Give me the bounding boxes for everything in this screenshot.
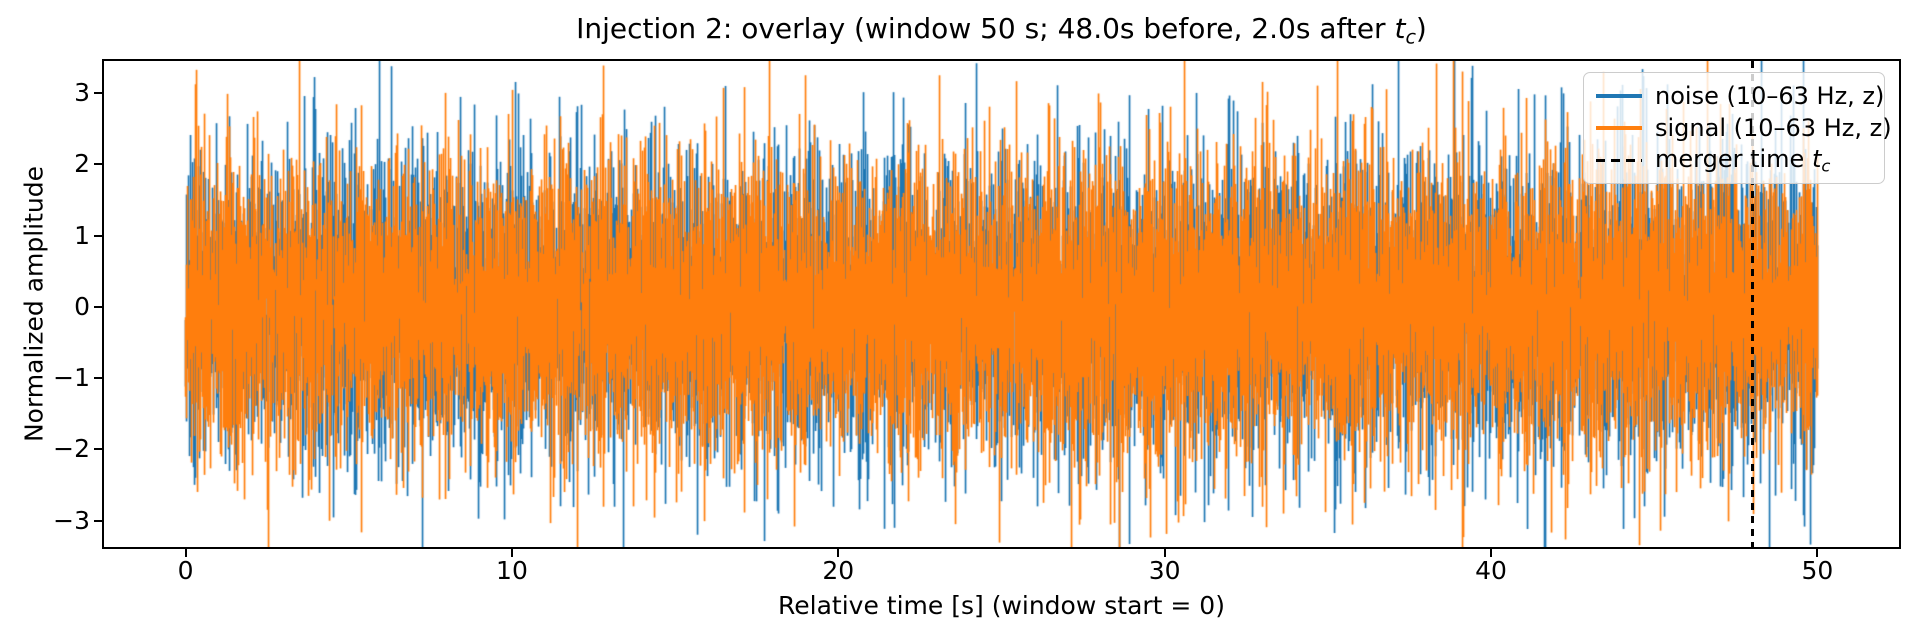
y-tick-mark [94, 377, 102, 380]
x-tick-mark [184, 549, 187, 557]
x-tick-mark [510, 549, 513, 557]
plot-area: 0 10 20 30 40 50 3 2 1 0 −1 −2 −3 noise (10–63 Hz, z… [53, 59, 1901, 585]
legend-label: merger time tc [1655, 144, 1831, 176]
y-tick-mark [94, 305, 102, 308]
legend-label: signal (10–63 Hz, z) [1655, 114, 1892, 142]
legend-item-1: signal (10–63 Hz, z) [1596, 112, 1892, 144]
plot-title-suffix: ) [1415, 12, 1427, 45]
y-tick-label: −3 [53, 505, 90, 535]
plot-title-math-var: t [1394, 12, 1406, 45]
y-tick-label: 2 [74, 149, 90, 179]
legend-label: noise (10–63 Hz, z) [1655, 82, 1885, 110]
x-tick-label: 20 [822, 556, 855, 585]
y-tick-mark [94, 234, 102, 237]
legend-line-sample [1596, 126, 1642, 130]
legend: noise (10–63 Hz, z) signal (10–63 Hz, z) m… [1583, 72, 1892, 184]
plot-title-text: Injection 2: overlay (window 50 s; 48.0s… [576, 12, 1395, 45]
legend-item-2: merger time tc [1596, 144, 1872, 176]
x-tick-mark [1163, 549, 1166, 557]
y-tick-label: −1 [53, 363, 90, 393]
y-tick-mark [94, 448, 102, 451]
x-tick-mark [1816, 549, 1819, 557]
legend-line-sample [1596, 94, 1642, 98]
y-tick-mark [94, 519, 102, 522]
y-tick-label: −2 [53, 434, 90, 464]
y-tick-mark [94, 163, 102, 166]
x-tick-label: 10 [496, 556, 528, 585]
y-tick-label: 0 [74, 291, 90, 321]
x-tick-label: 50 [1801, 556, 1834, 585]
y-tick-label: 1 [74, 220, 90, 250]
y-tick-label: 3 [74, 78, 90, 108]
y-tick-mark [94, 92, 102, 95]
merger-time-line [1750, 61, 1754, 547]
x-axis-label: Relative time [s] (window start = 0) [778, 591, 1225, 620]
legend-dashed-line-sample [1596, 158, 1642, 162]
legend-item-0: noise (10–63 Hz, z) [1596, 80, 1884, 112]
x-tick-label: 30 [1148, 556, 1181, 585]
x-tick-mark [837, 549, 840, 557]
plot-title: Injection 2: overlay (window 50 s; 48.0s… [104, 12, 1899, 54]
x-tick-label: 40 [1475, 556, 1507, 585]
x-tick-label: 0 [177, 556, 194, 585]
plot-title-math-sub: c [1405, 26, 1416, 49]
x-tick-mark [1490, 549, 1493, 557]
